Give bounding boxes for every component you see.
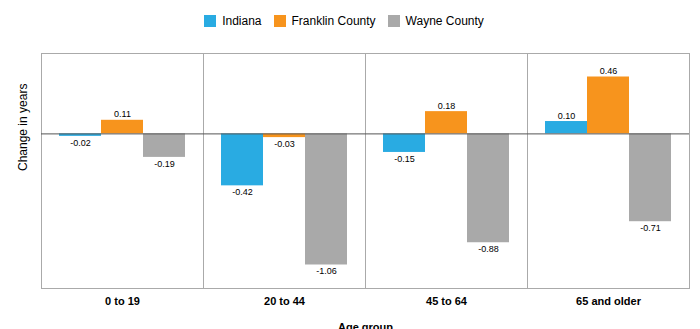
svg-text:20 to 44: 20 to 44 (264, 295, 306, 307)
svg-text:0.11: 0.11 (114, 109, 131, 119)
svg-text:Change in years: Change in years (16, 84, 30, 171)
svg-text:-1.06: -1.06 (316, 266, 337, 276)
svg-text:Age group: Age group (338, 321, 393, 329)
svg-text:-0.15: -0.15 (394, 154, 415, 164)
svg-text:0 to 19: 0 to 19 (105, 295, 140, 307)
svg-text:0.18: 0.18 (438, 101, 456, 111)
html-text:Wayne County: Wayne County (405, 13, 484, 28)
svg-text:0.10: 0.10 (558, 111, 576, 121)
svg-text:45 to 64: 45 to 64 (426, 295, 468, 307)
html-text:Franklin County: Franklin County (291, 13, 376, 28)
svg-text:-0.88: -0.88 (478, 244, 499, 254)
svg-text:-0.19: -0.19 (154, 159, 175, 169)
svg-text:-0.42: -0.42 (232, 187, 253, 197)
html-text:Indiana: Indiana (222, 13, 262, 28)
svg-text:-0.71: -0.71 (640, 223, 661, 233)
svg-text:0.46: 0.46 (600, 66, 618, 76)
svg-text:-0.02: -0.02 (70, 138, 91, 148)
svg-text:65 and older: 65 and older (576, 295, 642, 307)
svg-text:-0.03: -0.03 (274, 139, 295, 149)
